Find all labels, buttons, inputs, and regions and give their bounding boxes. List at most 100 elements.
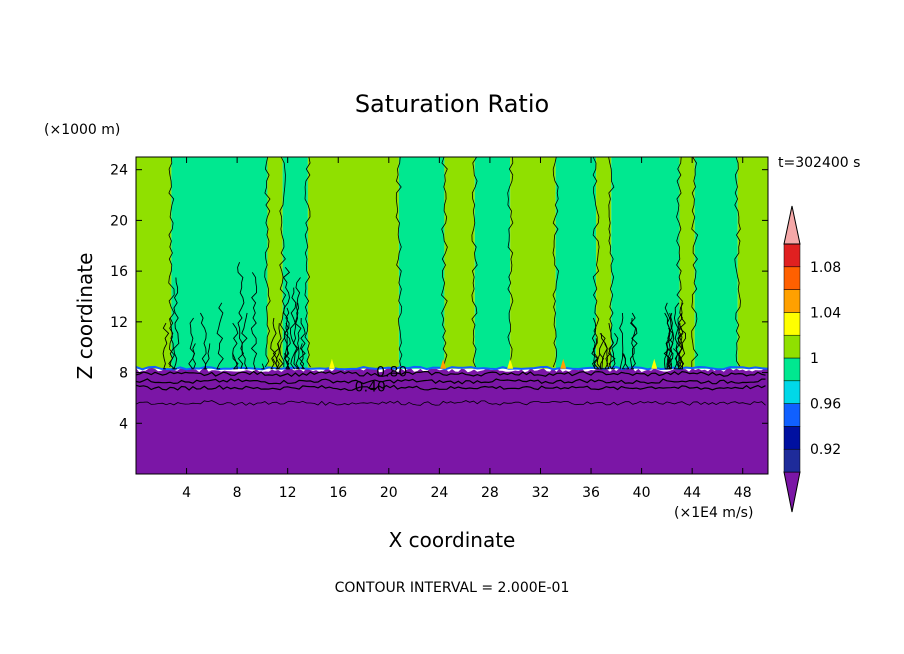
column-band	[510, 157, 556, 369]
colorbar-label: 0.92	[810, 442, 841, 458]
turbulence-contour	[168, 317, 176, 370]
contour-one	[507, 156, 514, 367]
turbulence-contour	[673, 302, 680, 370]
turbulence-contour	[188, 317, 196, 370]
colorbar-swatch	[783, 426, 801, 450]
x-tick-label: 16	[329, 485, 347, 501]
turbulence-contour	[663, 302, 671, 370]
x-tick-label: 20	[380, 485, 398, 501]
turbulence-contour	[629, 312, 637, 370]
turbulence-contour	[294, 277, 302, 370]
colorbar: 1.08 1.04 1 0.96 0.92	[783, 205, 841, 513]
colorbar-over-arrow	[783, 205, 801, 245]
plot-area	[135, 156, 769, 475]
contour-one	[471, 156, 478, 368]
turbulence-contour	[611, 333, 619, 370]
column-band	[136, 157, 172, 369]
x-tick-label: 36	[582, 485, 600, 501]
y-tick-label: 16	[110, 264, 128, 280]
supersaturation-spike	[440, 358, 447, 369]
supersaturation-spike	[507, 358, 514, 369]
turbulence-contour	[678, 312, 687, 370]
column-band	[737, 157, 768, 369]
turbulence-contour	[270, 317, 277, 370]
turbulence-contour	[284, 307, 291, 370]
x-tick-label: 24	[430, 485, 448, 501]
x-tick-label: 32	[532, 485, 550, 501]
x-axis: 4 8 12 16 20 24 28 32 36 40 44 48	[182, 157, 752, 501]
contour-one	[304, 156, 311, 368]
column-band	[267, 157, 283, 369]
contour-line	[135, 384, 766, 391]
colorbar-swatch	[783, 243, 801, 268]
time-label: t=302400 s	[778, 155, 860, 171]
x-tick-label: 12	[279, 485, 297, 501]
colorbar-label: 1.04	[810, 305, 841, 321]
turbulence-contour	[677, 302, 684, 370]
supersaturation-spike	[328, 358, 335, 369]
chart-title: Saturation Ratio	[355, 90, 549, 118]
turbulence-contour	[677, 323, 683, 370]
column-band	[171, 157, 268, 369]
y-tick-label: 12	[110, 315, 128, 331]
x-tick-label: 44	[683, 485, 701, 501]
contour-lines: 0.800.40	[135, 262, 766, 406]
colorbar-label: 1	[810, 351, 819, 367]
turbulence-contour	[619, 312, 624, 370]
supersaturation-spike	[651, 358, 658, 369]
column-band	[596, 157, 612, 369]
colorbar-swatch	[783, 448, 801, 473]
turbulence-contour	[162, 322, 170, 370]
contour-one	[264, 156, 271, 368]
column-band	[555, 157, 597, 369]
column-band	[679, 157, 695, 369]
y-tick-label: 24	[110, 163, 128, 179]
contour-interval-note: CONTOUR INTERVAL = 2.000E-01	[335, 580, 570, 596]
colorbar-swatch	[783, 312, 801, 336]
colorbar-swatch	[783, 334, 801, 359]
contour-one	[691, 156, 699, 367]
y-unit-label: (×1000 m)	[44, 122, 120, 138]
turbulence-contour	[598, 332, 606, 370]
colorbar-label: 0.96	[810, 397, 841, 413]
turbulence-contour	[591, 338, 599, 370]
contour-label: 0.40	[355, 380, 386, 396]
turbulence-contour	[216, 302, 224, 370]
turbulence-contour	[232, 353, 238, 370]
y-axis-label: Z coordinate	[73, 253, 97, 380]
colorbar-swatch	[783, 380, 801, 404]
x-tick-label: 28	[481, 485, 499, 501]
y-tick-label: 20	[110, 213, 128, 229]
turbulence-contour	[200, 312, 207, 370]
turbulence-contour	[591, 317, 600, 370]
turbulence-contour	[261, 363, 265, 370]
column-band	[474, 157, 511, 369]
turbulence-contour	[237, 262, 245, 369]
contour-one	[734, 156, 741, 368]
x-tick-label: 48	[734, 485, 752, 501]
turbulence-contour	[275, 323, 282, 370]
column-band	[444, 157, 475, 369]
turbulence-contour	[299, 317, 306, 370]
turbulence-contour	[250, 272, 258, 370]
y-axis: 4 8 12 16 20 24	[110, 163, 768, 432]
contour-one	[592, 156, 600, 368]
turbulence-contour	[298, 343, 306, 370]
turbulence-contour	[276, 358, 284, 370]
colorbar-swatch	[783, 266, 801, 290]
contour-line	[135, 400, 766, 406]
contour-one	[441, 156, 448, 368]
plot-frame	[135, 156, 769, 475]
column-band	[694, 157, 738, 369]
colorbar-swatch	[783, 403, 801, 427]
colorbar-swatch	[783, 289, 801, 313]
turbulence-contour	[630, 317, 638, 370]
column-band	[282, 157, 308, 369]
y-tick-label: 4	[119, 416, 128, 432]
x-axis-label: X coordinate	[389, 528, 516, 552]
contour-label: 0.80	[376, 364, 407, 380]
turbulence-contour	[666, 312, 674, 370]
column-band	[307, 157, 399, 369]
x-tick-label: 4	[182, 485, 191, 501]
